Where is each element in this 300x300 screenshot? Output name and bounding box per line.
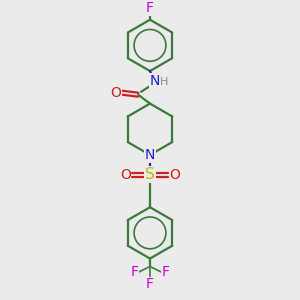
- Text: O: O: [110, 86, 121, 100]
- Text: N: N: [150, 74, 160, 88]
- Text: F: F: [130, 266, 138, 279]
- Text: O: O: [169, 168, 180, 182]
- Text: O: O: [120, 168, 131, 182]
- Text: S: S: [145, 167, 155, 182]
- Text: F: F: [162, 266, 170, 279]
- Text: F: F: [146, 1, 154, 15]
- Text: N: N: [145, 148, 155, 162]
- Text: H: H: [160, 77, 168, 87]
- Text: F: F: [146, 277, 154, 291]
